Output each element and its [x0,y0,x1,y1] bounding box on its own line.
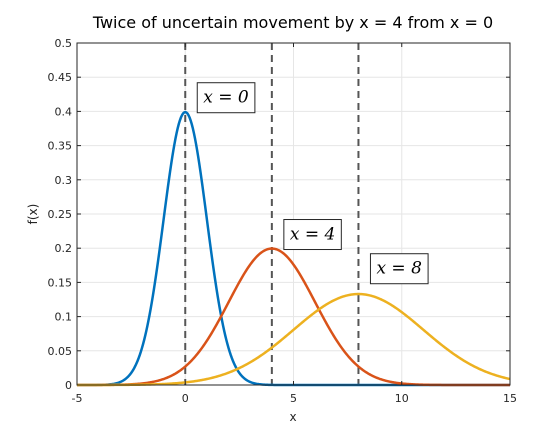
x-tick-label: 5 [290,392,297,405]
annotation-label: x = 8 [376,259,422,279]
annotation-box: x = 8 [369,253,429,285]
chart-title: Twice of uncertain movement by x = 4 fro… [92,13,493,32]
grid [77,43,510,385]
annotation-frame [196,82,256,114]
series-line [77,292,511,387]
annotation-frame [369,253,429,285]
y-tick-label: 0.1 [55,311,73,324]
y-axis-label: f(x) [26,204,40,225]
annotation-box: x = 4 [283,219,342,251]
annotation-frame [283,219,342,251]
y-tick-label: 0 [65,379,72,392]
reference-lines [184,43,360,385]
y-tick-label: 0.5 [55,37,73,50]
x-tick-label: 0 [182,392,189,405]
y-tick-label: 0.05 [48,345,73,358]
annotation-label: x = 0 [203,88,249,108]
annotation-label: x = 4 [290,225,335,245]
x-axis-label: x [289,410,296,424]
x-tick-label: 10 [395,392,409,405]
x-tick-label: 15 [503,392,517,405]
annotations: x = 0 x = 4 x = 8 [196,82,429,285]
y-tick-label: 0.4 [55,105,73,118]
annotation-box: x = 0 [196,82,256,114]
y-tick-label: 0.15 [48,276,73,289]
y-tick-label: 0.25 [48,208,73,221]
ticks: -5 0 5 10 1500.050.10.150.20.250.30.350.40.4… [48,37,518,405]
y-tick-label: 0.3 [55,174,73,187]
y-tick-label: 0.2 [55,242,73,255]
x-tick-label: -5 [72,392,83,405]
y-tick-label: 0.45 [48,71,73,84]
y-tick-label: 0.35 [48,140,73,153]
